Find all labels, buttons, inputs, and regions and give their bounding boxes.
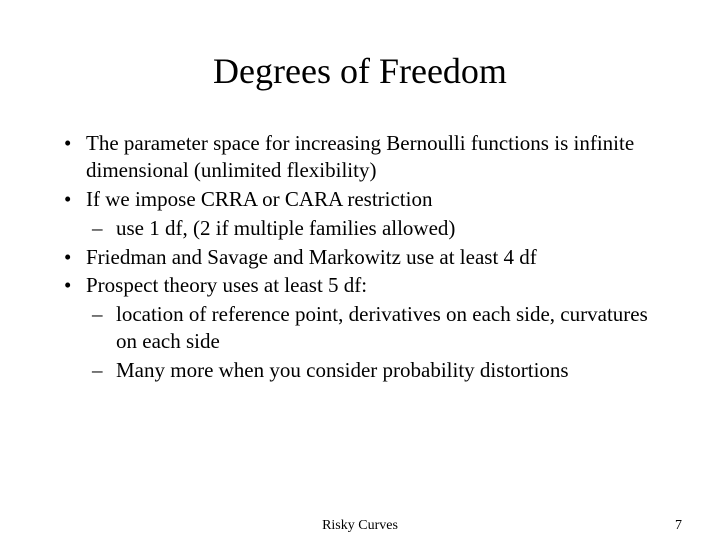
- bullet-item: If we impose CRRA or CARA restriction us…: [60, 186, 660, 242]
- sub-bullet-item: use 1 df, (2 if multiple families allowe…: [86, 215, 660, 242]
- bullet-list: The parameter space for increasing Berno…: [60, 130, 660, 384]
- bullet-item: The parameter space for increasing Berno…: [60, 130, 660, 184]
- bullet-text: If we impose CRRA or CARA restriction: [86, 187, 432, 211]
- page-number: 7: [675, 518, 682, 534]
- slide-title: Degrees of Freedom: [60, 50, 660, 92]
- sub-bullet-list: use 1 df, (2 if multiple families allowe…: [86, 215, 660, 242]
- bullet-text: The parameter space for increasing Berno…: [86, 131, 634, 182]
- sub-bullet-list: location of reference point, derivatives…: [86, 301, 660, 384]
- sub-bullet-text: location of reference point, derivatives…: [116, 302, 648, 353]
- bullet-item: Prospect theory uses at least 5 df: loca…: [60, 272, 660, 384]
- bullet-text: Prospect theory uses at least 5 df:: [86, 273, 367, 297]
- bullet-text: Friedman and Savage and Markowitz use at…: [86, 245, 537, 269]
- sub-bullet-item: Many more when you consider probability …: [86, 357, 660, 384]
- sub-bullet-item: location of reference point, derivatives…: [86, 301, 660, 355]
- slide: Degrees of Freedom The parameter space f…: [0, 0, 720, 540]
- bullet-item: Friedman and Savage and Markowitz use at…: [60, 244, 660, 271]
- sub-bullet-text: Many more when you consider probability …: [116, 358, 569, 382]
- sub-bullet-text: use 1 df, (2 if multiple families allowe…: [116, 216, 455, 240]
- footer-label: Risky Curves: [0, 518, 720, 534]
- slide-body: The parameter space for increasing Berno…: [60, 130, 660, 384]
